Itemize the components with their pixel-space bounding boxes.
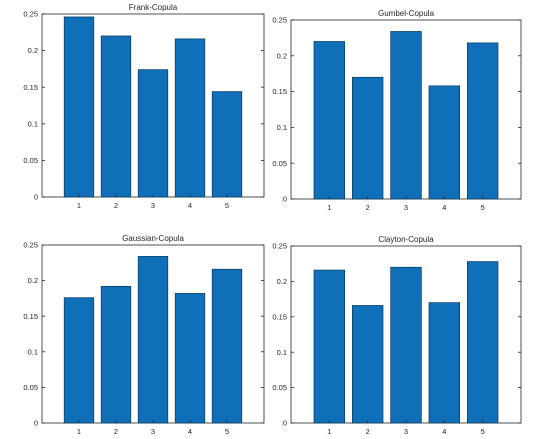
y-tick-label: 0.05: [23, 156, 38, 165]
y-tick-label: 0.15: [23, 312, 38, 321]
x-tick-label: 4: [188, 201, 192, 210]
x-tick-label: 3: [404, 203, 408, 212]
bar-2: [351, 76, 384, 200]
chart-title: Clayton-Copula: [378, 235, 434, 244]
x-tick-label: 1: [327, 427, 331, 436]
y-tick-label: 0.05: [272, 383, 287, 392]
chart-title: Frank-Copula: [129, 3, 178, 12]
bar-5: [466, 261, 499, 424]
x-tick-label: 2: [366, 427, 370, 436]
y-tick-label: 0.25: [23, 10, 38, 19]
y-tick-label: 0: [34, 193, 38, 202]
bar-1: [313, 269, 346, 424]
x-tick-label: 5: [481, 203, 485, 212]
x-tick-label: 4: [442, 427, 446, 436]
bar-2: [100, 35, 132, 198]
x-tick-label: 4: [188, 427, 192, 436]
bar-3: [137, 69, 169, 198]
bar-3: [390, 31, 422, 200]
x-tick-label: 3: [151, 427, 155, 436]
chart-panel-4: 0 0.05 0.1 0.15 0.2 0.25 1 2 3 4 5 Clayton-Copula: [272, 235, 522, 436]
chart-title: Gaussian-Copula: [122, 234, 184, 243]
y-tick-label: 0.15: [23, 83, 38, 92]
y-tick-label: 0.2: [28, 46, 38, 55]
chart-panel-2: 0 0.05 0.1 0.15 0.2 0.25 1 2 3 4 5 Gumbel-Copula: [272, 9, 522, 212]
bar-3: [390, 266, 422, 424]
y-tick-label: 0.15: [272, 87, 287, 96]
y-tick-label: 0.2: [277, 277, 287, 286]
x-tick-label: 2: [114, 201, 118, 210]
x-tick-label: 5: [225, 201, 229, 210]
y-tick-label: 0.2: [277, 51, 287, 60]
bar-1: [63, 297, 95, 424]
y-tick-label: 0.25: [272, 242, 287, 251]
bar-5: [211, 268, 243, 424]
bar-5: [466, 42, 499, 200]
y-tick-label: 0.1: [28, 347, 38, 356]
x-tick-label: 4: [442, 203, 446, 212]
y-tick-label: 0: [283, 195, 287, 204]
bar-1: [63, 16, 95, 198]
y-tick-label: 0: [283, 419, 287, 428]
chart-panel-3: 0 0.05 0.1 0.15 0.2 0.25 1 2 3 4 5 Gaussian-Copula: [23, 234, 265, 436]
x-tick-label: 5: [481, 427, 485, 436]
y-tick-label: 0.1: [277, 348, 287, 357]
x-tick-label: 2: [114, 427, 118, 436]
y-tick-label: 0: [34, 419, 38, 428]
y-tick-label: 0.2: [28, 276, 38, 285]
x-tick-label: 2: [366, 203, 370, 212]
y-tick-label: 0.25: [272, 16, 287, 25]
bar-4: [428, 302, 461, 424]
y-tick-label: 0.25: [23, 241, 38, 250]
bar-3: [137, 256, 169, 424]
x-tick-label: 1: [77, 427, 81, 436]
chart-panel-1: 0 0.05 0.1 0.15 0.2 0.25 1 2 3 4 5 Frank-Copula: [23, 3, 265, 210]
y-tick-label: 0.05: [272, 159, 287, 168]
bar-4: [174, 293, 206, 424]
bar-4: [428, 85, 461, 200]
x-tick-label: 3: [151, 201, 155, 210]
bar-2: [100, 285, 132, 424]
y-tick-label: 0.15: [272, 312, 287, 321]
y-tick-label: 0.1: [277, 123, 287, 132]
x-tick-label: 3: [404, 427, 408, 436]
bar-5: [211, 91, 243, 198]
bar-4: [174, 38, 206, 198]
bar-2: [351, 305, 384, 424]
chart-title: Gumbel-Copula: [378, 9, 435, 18]
bar-1: [313, 41, 346, 200]
x-tick-label: 5: [225, 427, 229, 436]
x-tick-label: 1: [77, 201, 81, 210]
y-tick-label: 0.05: [23, 383, 38, 392]
x-tick-label: 1: [327, 203, 331, 212]
y-tick-label: 0.1: [28, 119, 38, 128]
